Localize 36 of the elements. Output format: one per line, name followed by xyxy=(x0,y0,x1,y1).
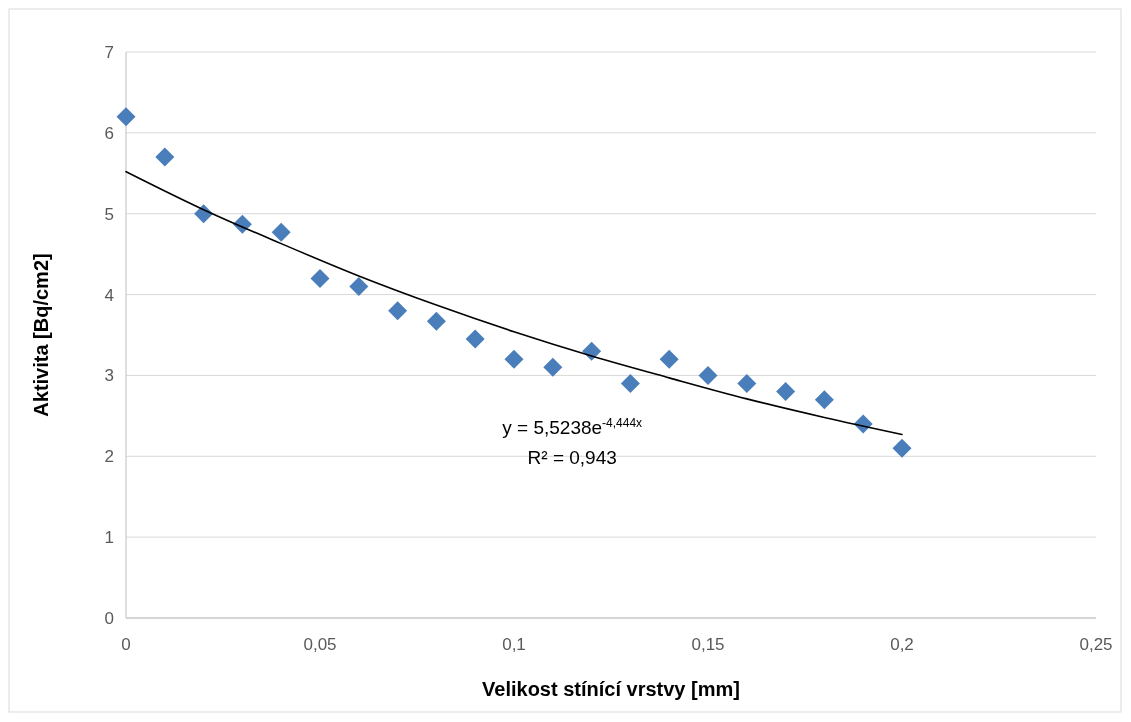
point xyxy=(620,374,640,394)
x-axis-title: Velikost stínící vrstvy [mm] xyxy=(482,678,740,700)
point xyxy=(310,268,330,288)
point xyxy=(271,222,291,242)
x-tick-label: 0 xyxy=(121,635,131,654)
x-tick-label: 0,1 xyxy=(502,635,526,654)
point xyxy=(426,311,446,331)
point xyxy=(349,276,369,296)
x-tick-label: 0,2 xyxy=(890,635,914,654)
x-tick-label: 0,05 xyxy=(303,635,337,654)
y-tick-label: 4 xyxy=(104,285,114,305)
point xyxy=(504,349,524,369)
point xyxy=(892,438,912,458)
y-tick-label: 0 xyxy=(104,608,114,628)
y-tick-label: 2 xyxy=(104,447,114,467)
point xyxy=(814,390,834,410)
y-tick-label: 1 xyxy=(104,528,114,548)
y-tick-label: 5 xyxy=(104,204,114,224)
point xyxy=(776,382,796,402)
x-tick-label: 0,25 xyxy=(1079,635,1113,654)
point xyxy=(659,349,679,369)
point xyxy=(543,357,563,377)
point xyxy=(698,365,718,385)
annotation: R² = 0,943 xyxy=(527,447,617,469)
point xyxy=(116,107,136,127)
annotation: y = 5,5238e$^{-4,444x}$ xyxy=(502,416,643,439)
point xyxy=(388,301,408,321)
line-series xyxy=(125,170,903,436)
x-tick-label: 0,15 xyxy=(691,635,725,654)
y-tick-label: 6 xyxy=(104,123,114,143)
point xyxy=(155,147,175,167)
point xyxy=(737,374,757,394)
y-axis-title: Aktivita [Bq/cm2] xyxy=(30,253,52,417)
y-tick-label: 7 xyxy=(104,42,114,62)
point xyxy=(465,329,485,349)
y-tick-label: 3 xyxy=(104,366,114,386)
